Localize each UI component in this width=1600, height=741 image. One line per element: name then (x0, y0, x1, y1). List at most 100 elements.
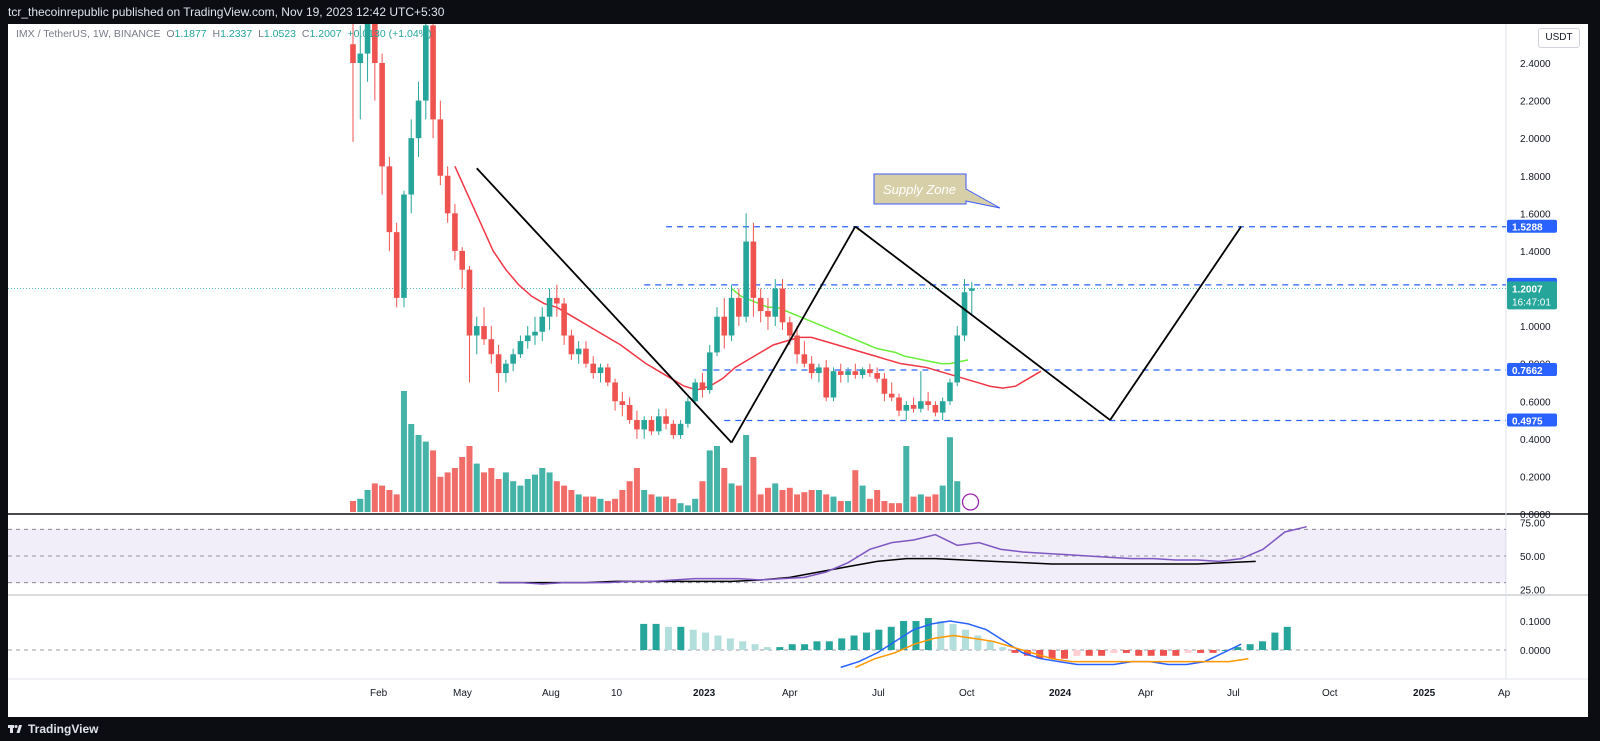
volume-bar (750, 457, 757, 512)
candle-body (736, 297, 742, 317)
macd-histogram-bar (850, 635, 858, 650)
volume-bar (925, 496, 932, 512)
candle-body (808, 363, 815, 374)
volume-bar (590, 496, 597, 512)
candle-body (816, 367, 822, 374)
macd-histogram-bar (640, 623, 648, 650)
candle-body (481, 326, 487, 340)
time-tick-label: Apr (1138, 688, 1154, 699)
macd-pane (8, 618, 1506, 669)
volume-bar (502, 472, 509, 512)
volume-bar (866, 498, 873, 512)
price-tick-label: 2.4000 (1520, 59, 1551, 70)
price-label-bg (1507, 413, 1557, 427)
high-label: H (212, 28, 221, 40)
volume-bar (648, 494, 655, 512)
price-chart[interactable]: Supply Zone 0.00000.20000.40000.60000.80… (8, 24, 1588, 717)
macd-histogram-bar (1271, 632, 1279, 650)
volume-bar (364, 490, 371, 512)
volume-bar (714, 446, 720, 512)
volume-bar (888, 503, 895, 512)
publisher-line: tcr_thecoinrepublic published on Trading… (8, 5, 445, 19)
volume-bar (670, 498, 677, 512)
macd-histogram-bar (875, 629, 883, 650)
candle-body (364, 24, 371, 54)
volume-bar (444, 472, 451, 512)
volume-bar (532, 474, 538, 512)
candle-body (823, 367, 829, 398)
macd-histogram-bar (1246, 644, 1254, 650)
macd-signal-line (855, 634, 1249, 669)
candle-body (539, 316, 546, 332)
candle-body (969, 288, 975, 291)
candle-body (401, 194, 407, 298)
volume-bar (350, 501, 356, 512)
price-label: 0.4975 (1512, 417, 1543, 428)
candle-body (415, 100, 422, 139)
candles (350, 24, 975, 439)
macd-histogram-bar (1159, 650, 1167, 656)
macd-histogram-bar (726, 638, 734, 650)
volume-bar (473, 463, 480, 512)
candle-body (903, 405, 910, 411)
price-label-bg (1507, 281, 1557, 310)
price-label: 1.5288 (1512, 223, 1543, 234)
candle-body (524, 335, 531, 342)
macd-histogram-bar (1073, 650, 1081, 656)
candle-body (641, 420, 647, 430)
macd-histogram-bar (788, 644, 796, 650)
candle-body (423, 25, 429, 101)
macd-histogram-bar (652, 623, 660, 650)
macd-histogram-bar (1147, 650, 1155, 656)
candle-body (437, 119, 444, 176)
candle-body (517, 341, 524, 355)
volume-bar (422, 441, 429, 512)
candle-body (881, 378, 888, 394)
candle-body (459, 250, 465, 270)
price-tick-label: 0.2000 (1520, 472, 1551, 483)
rsi-tick-label: 75.00 (1520, 519, 1545, 530)
macd-histogram-bar (1085, 650, 1093, 656)
candle-body (605, 367, 611, 383)
volume-bar (699, 481, 706, 512)
brand-name: TradingView (28, 722, 99, 736)
price-tick-label: 0.4000 (1520, 435, 1551, 446)
countdown-label: 16:47:01 (1512, 297, 1551, 308)
change-value: +0.0130 (+1.04%) (347, 28, 432, 40)
candle-body (466, 269, 473, 336)
candle-body (393, 232, 400, 298)
macd-histogram-bar (801, 644, 809, 650)
candle-body (350, 44, 356, 63)
candle-body (830, 371, 837, 398)
time-tick-label: Jul (1227, 688, 1240, 699)
volume-bar (932, 494, 939, 512)
candle-body (386, 166, 393, 233)
macd-histogram-bar (924, 618, 932, 650)
time-axis: Feb May Aug 10 2023 Apr Jul Oct 2024 Apr Jul Oct 202… (370, 688, 1511, 699)
volume-bar (946, 437, 953, 512)
volume-bar (488, 468, 495, 512)
candle-body (692, 382, 698, 402)
candle-body (408, 138, 415, 195)
currency-button[interactable]: USDT (1538, 28, 1580, 48)
volume-bar (684, 505, 691, 512)
supply-zone-callout (873, 173, 1001, 209)
price-label-bg (1507, 363, 1557, 377)
candle-body (750, 241, 757, 298)
macd-histogram-bar (664, 626, 672, 650)
candle-body (867, 369, 873, 374)
macd-histogram-bar (763, 647, 771, 650)
candle-body (583, 348, 589, 364)
price-tick-label: 1.0000 (1520, 322, 1551, 333)
time-tick-label: May (453, 688, 472, 699)
volume-bar (371, 483, 378, 512)
volume-bar (597, 498, 604, 512)
candle-body (597, 367, 604, 374)
candle-body (452, 213, 458, 251)
candle-body (721, 316, 728, 336)
time-tick-label: Oct (1322, 688, 1338, 699)
rsi-pane (8, 525, 1506, 585)
volume-bar (779, 490, 786, 512)
rsi-line (498, 525, 1307, 585)
macd-histogram-bar (1234, 647, 1242, 650)
